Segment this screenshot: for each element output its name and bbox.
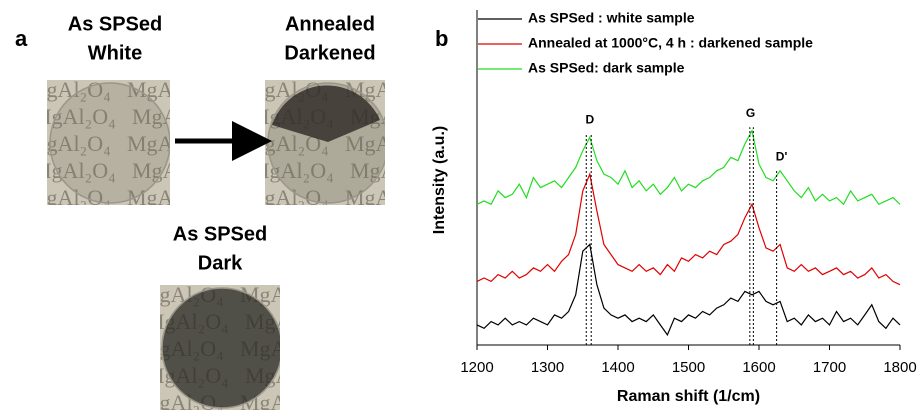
spectrum-line bbox=[476, 243, 901, 337]
legend-label: As SPSed : white sample bbox=[528, 10, 695, 26]
x-tick-label: 1500 bbox=[672, 359, 705, 376]
sample-label: Annealed bbox=[285, 13, 375, 35]
sample-disc bbox=[49, 82, 170, 204]
panel-label: a bbox=[15, 26, 28, 51]
sample-disc bbox=[161, 287, 280, 409]
peak-label: D' bbox=[776, 150, 788, 164]
legend-label: As SPSed: dark sample bbox=[528, 60, 685, 76]
sample-label: Darkened bbox=[284, 42, 375, 64]
photo-text: MgAl₂O₄ bbox=[127, 131, 211, 156]
x-tick-label: 1600 bbox=[742, 359, 775, 376]
legend-label: Annealed at 1000°C, 4 h : darkened sampl… bbox=[528, 35, 813, 51]
x-tick-label: 1400 bbox=[601, 359, 634, 376]
x-tick-label: 1300 bbox=[531, 359, 564, 376]
x-tick-label: 1700 bbox=[813, 359, 846, 376]
photo-text: MgAl₂O₄ bbox=[250, 158, 334, 183]
photo-text: MgAl₂O₄ bbox=[127, 185, 211, 210]
photo-text: MgAl₂O₄ bbox=[127, 77, 211, 102]
photo-text: MgAl₂O₄ bbox=[345, 131, 429, 156]
panel-label: b bbox=[435, 26, 448, 51]
photo-text: MgAl₂O₄ bbox=[27, 131, 111, 156]
y-axis-label: Intensity (a.u.) bbox=[431, 126, 448, 234]
dark-region bbox=[272, 85, 380, 142]
photo-text: MgAl₂O₄ bbox=[350, 158, 434, 183]
x-axis-label: Raman shift (1/cm) bbox=[617, 388, 760, 405]
sample-label: Dark bbox=[198, 252, 243, 274]
spectrum-line bbox=[476, 128, 901, 206]
photo-text: MgAl₂O₄ bbox=[32, 104, 116, 129]
photo-text: MgAl₂O₄ bbox=[345, 185, 429, 210]
sample-label: As SPSed bbox=[173, 223, 267, 245]
photo-text: MgAl₂O₄ bbox=[32, 158, 116, 183]
sample-label: White bbox=[88, 42, 142, 64]
peak-label: D bbox=[585, 113, 594, 127]
peak-label: G bbox=[746, 106, 755, 120]
sample-label: As SPSed bbox=[68, 13, 162, 35]
x-tick-label: 1800 bbox=[883, 359, 916, 376]
spectrum-line bbox=[476, 172, 901, 286]
x-tick-label: 1200 bbox=[460, 359, 493, 376]
